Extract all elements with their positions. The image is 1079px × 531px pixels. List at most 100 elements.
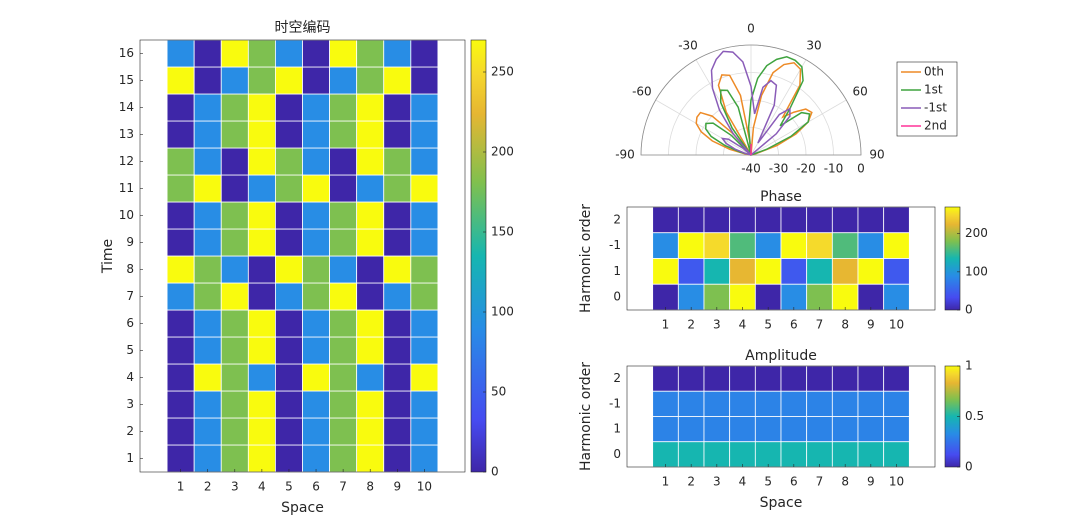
y-tick-label: 7 (126, 289, 134, 303)
x-tick-label: 5 (285, 480, 293, 494)
heatmap-cell (302, 120, 330, 149)
heatmap-cell (220, 417, 249, 446)
heatmap-cell (193, 147, 222, 176)
heatmap-cell (857, 390, 885, 417)
y-tick-label: 6 (126, 316, 134, 330)
heatmap-cell (703, 365, 731, 392)
heatmap-cell (857, 441, 885, 468)
heatmap-cell (247, 363, 276, 392)
heatmap-cell (275, 309, 303, 338)
heatmap-cell (193, 201, 222, 230)
x-tick-label: 7 (816, 475, 824, 489)
heatmap-cell (780, 258, 808, 285)
heatmap-cell (275, 228, 303, 257)
heatmap-cell (329, 39, 358, 68)
heatmap-cell (383, 174, 412, 203)
heatmap-cell (193, 39, 222, 68)
heatmap-cell (410, 66, 439, 95)
heatmap-cell (703, 416, 731, 443)
theta-tick-label: -30 (678, 38, 698, 52)
heatmap-cell (383, 336, 412, 365)
x-tick-label: 6 (312, 480, 320, 494)
heatmap-cell (193, 282, 222, 311)
heatmap-cell (275, 336, 303, 365)
heatmap-cell (883, 416, 910, 443)
heatmap-cell (883, 283, 910, 311)
heatmap-cell (703, 232, 731, 259)
axes-frame (139, 39, 466, 473)
y-tick-label: 9 (126, 235, 134, 249)
x-tick-label: 4 (739, 475, 747, 489)
x-tick-label: 4 (258, 480, 266, 494)
heatmap-cell (302, 390, 330, 419)
heatmap-cell (166, 39, 195, 68)
heatmap-cell (356, 93, 385, 122)
x-tick-label: 2 (687, 318, 695, 332)
heatmap-cell (806, 416, 833, 443)
heatmap-cell (247, 174, 276, 203)
heatmap-cell (329, 174, 358, 203)
heatmap-cell (166, 309, 195, 338)
polar-grid-spoke (750, 99, 847, 156)
colorbar-tick-label: 0 (491, 465, 499, 479)
heatmap-cell (302, 174, 330, 203)
legend-label: -1st (924, 101, 947, 115)
heatmap-cell (302, 93, 330, 122)
colorbar-tick-label: 150 (491, 225, 514, 239)
heatmap-cell (729, 390, 756, 417)
heatmap-cell (356, 120, 385, 149)
heatmap-cell (754, 390, 782, 417)
heatmap-cell (729, 283, 756, 311)
y-tick-label: -1 (609, 238, 621, 252)
colorbar-tick-label: 100 (965, 264, 988, 278)
r-tick-label: -30 (769, 162, 789, 176)
heatmap-cell (220, 309, 249, 338)
theta-tick-label: -90 (615, 148, 635, 162)
heatmap-cell (275, 255, 303, 284)
heatmap-cell (220, 444, 249, 473)
x-tick-label: 10 (417, 480, 432, 494)
heatmap-cell (166, 336, 195, 365)
heatmap-cell (166, 363, 195, 392)
heatmap-cell (275, 201, 303, 230)
x-tick-label: 10 (889, 318, 904, 332)
theta-tick-label: 0 (747, 22, 755, 36)
heatmap-cell (780, 206, 808, 234)
heatmap-cell (703, 258, 731, 285)
heatmap-cell (220, 66, 249, 95)
heatmap-cell (754, 416, 782, 443)
heatmap-cell (883, 206, 910, 234)
heatmap-cell (410, 93, 439, 122)
heatmap-cell (166, 147, 195, 176)
polar-line (710, 50, 791, 156)
heatmap-cell (166, 390, 195, 419)
heatmap-cell (383, 39, 412, 68)
heatmap-cell (729, 441, 756, 468)
y-axis-label: Harmonic order (578, 362, 594, 471)
y-tick-label: 13 (119, 127, 134, 141)
heatmap-cell (754, 283, 782, 311)
heatmap-cell (410, 390, 439, 419)
colorbar-tick-label: 0.5 (965, 409, 984, 423)
x-tick-label: 5 (764, 475, 772, 489)
heatmap-cell (883, 258, 910, 285)
x-tick-label: 7 (816, 318, 824, 332)
heatmap-cell (356, 309, 385, 338)
heatmap-cell (193, 444, 222, 473)
heatmap-cell (166, 93, 195, 122)
heatmap-cell (247, 309, 276, 338)
heatmap-cell (383, 147, 412, 176)
colorbar-tick-label: 0 (965, 460, 973, 474)
y-axis-label: Harmonic order (578, 204, 594, 313)
heatmap-cell (410, 336, 439, 365)
x-tick-label: 8 (366, 480, 374, 494)
axes-title: Amplitude (745, 348, 817, 364)
y-tick-label: 2 (613, 212, 621, 226)
heatmap-cell (677, 232, 705, 259)
heatmap-cell (780, 416, 808, 443)
heatmap-cell (166, 228, 195, 257)
heatmap-cell (329, 147, 358, 176)
heatmap-cell (410, 255, 439, 284)
heatmap-cell (220, 228, 249, 257)
